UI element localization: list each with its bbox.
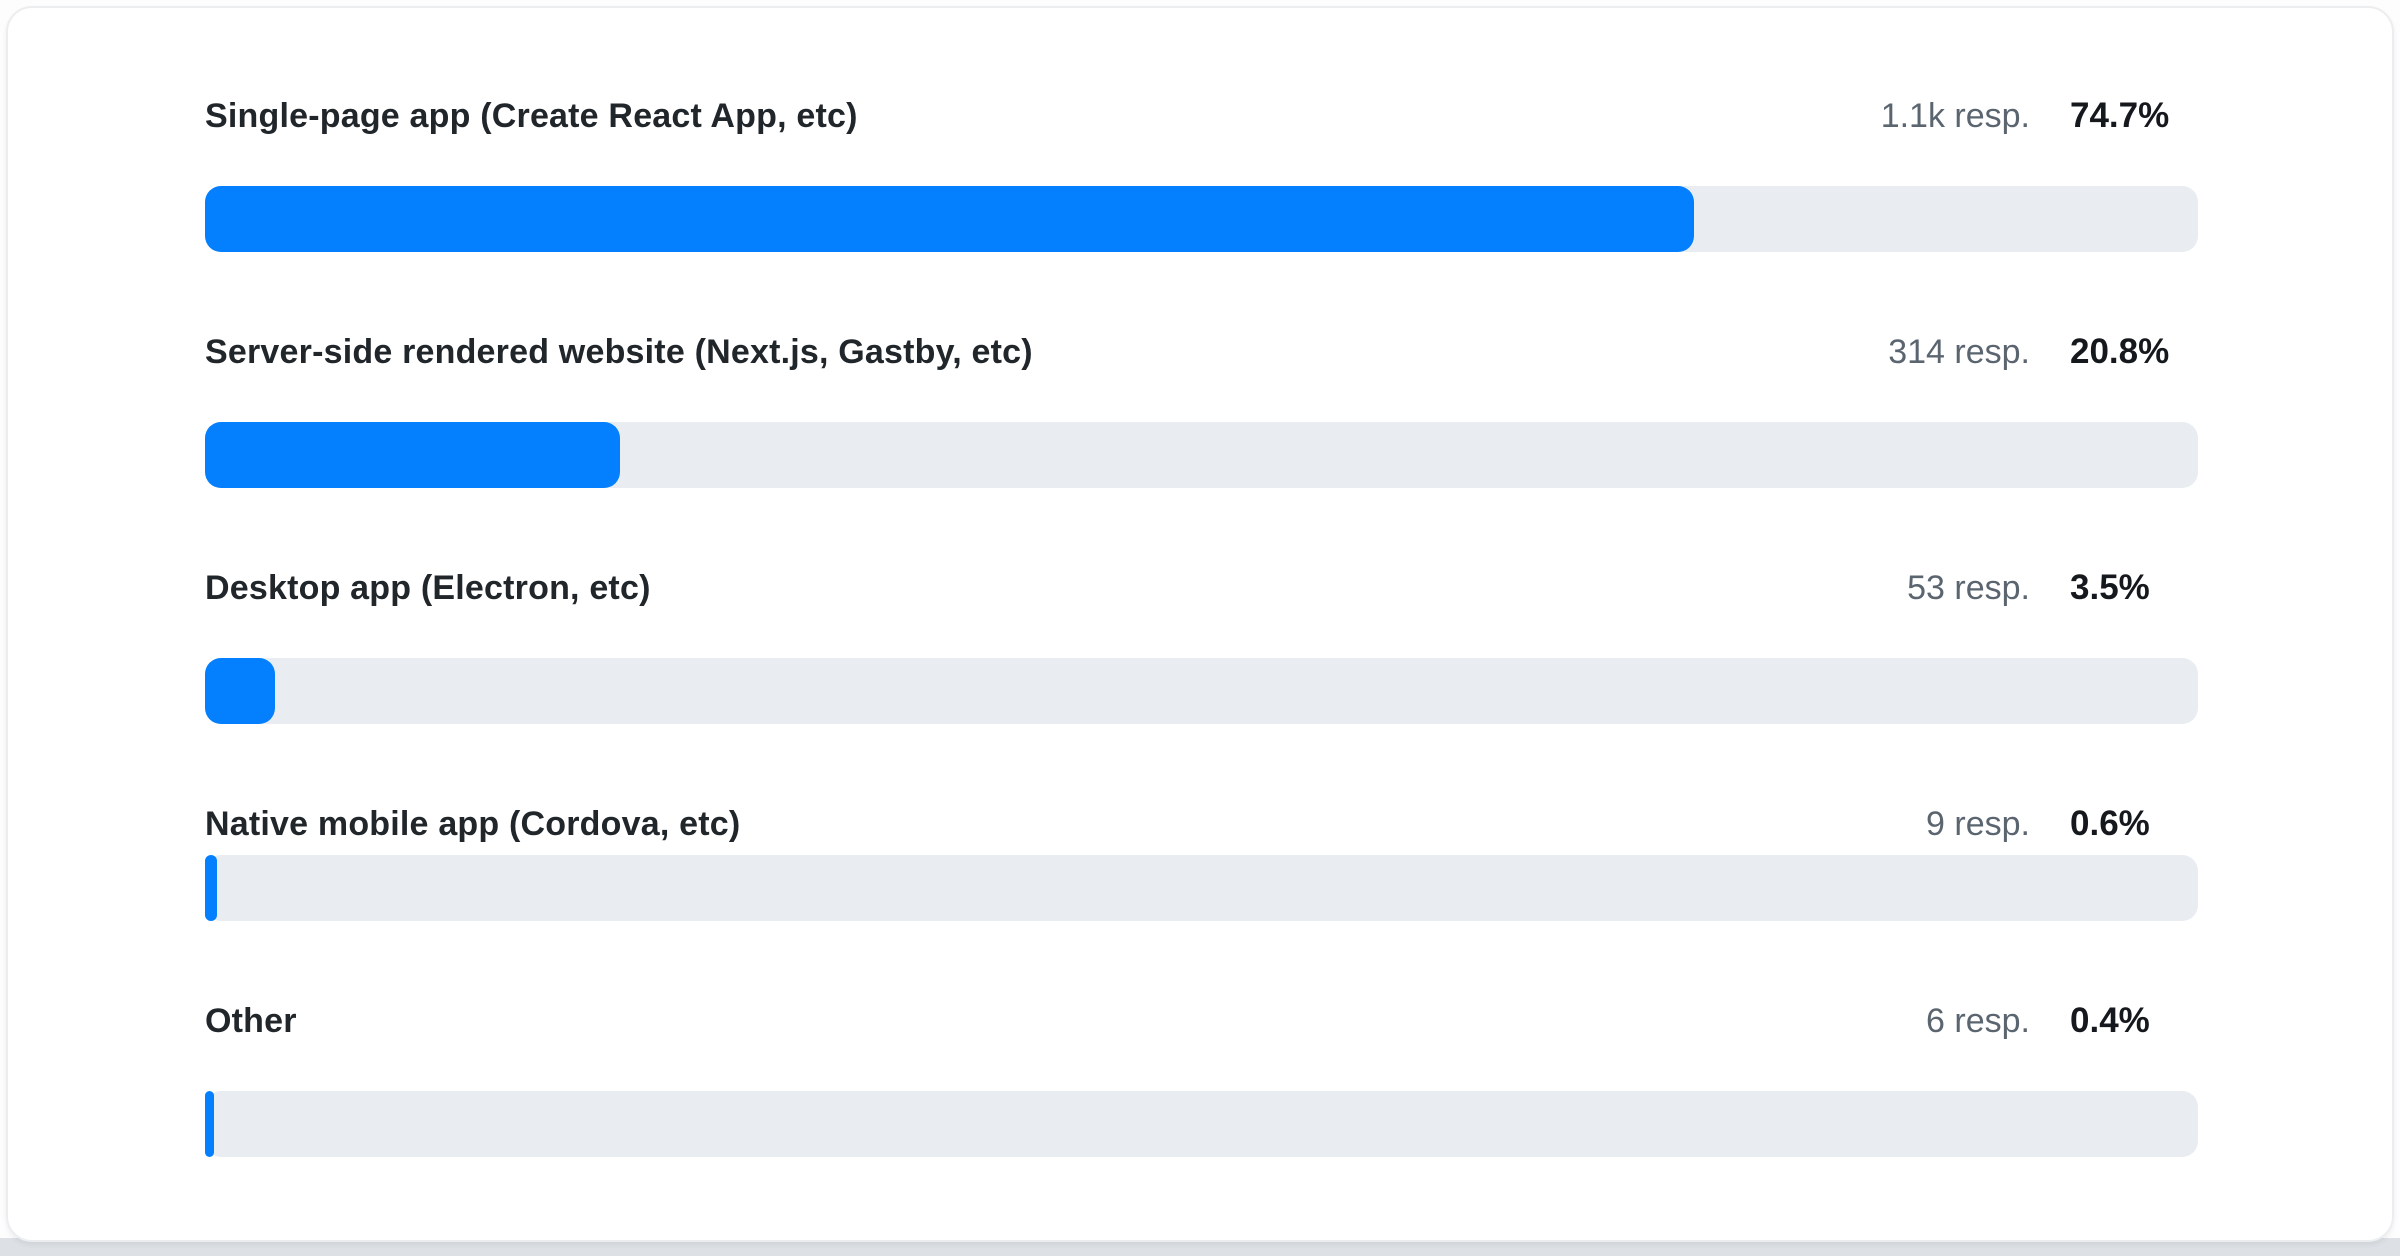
answer-row-header: Server-side rendered website (Next.js, G…: [205, 325, 2198, 379]
survey-results-card: Single-page app (Create React App, etc) …: [6, 6, 2394, 1242]
response-count: 1.1k resp.: [1880, 97, 2030, 135]
answer-row-header: Other 6 resp. 0.4%: [205, 994, 2198, 1048]
bar-fill: [205, 658, 275, 724]
percent-value: 74.7%: [2070, 96, 2170, 135]
bar-fill: [205, 855, 217, 921]
percent-value: 0.4%: [2070, 1001, 2150, 1040]
bar-track: [205, 1091, 2198, 1157]
answer-label: Server-side rendered website (Next.js, G…: [205, 333, 1033, 371]
response-count: 314 resp.: [1888, 333, 2030, 371]
answer-row-header: Single-page app (Create React App, etc) …: [205, 89, 2198, 143]
percent-value: 0.6%: [2070, 804, 2150, 843]
answer-rows: Single-page app (Create React App, etc) …: [205, 89, 2198, 1157]
percent-value: 3.5%: [2070, 568, 2150, 607]
bar-track: [205, 855, 2198, 921]
answer-row: Desktop app (Electron, etc) 53 resp. 3.5…: [205, 561, 2198, 724]
response-count: 53 resp.: [1907, 569, 2030, 607]
bar-fill: [205, 422, 620, 488]
answer-row-header: Desktop app (Electron, etc) 53 resp. 3.5…: [205, 561, 2198, 615]
answer-label: Other: [205, 1002, 297, 1040]
response-count: 6 resp.: [1926, 1002, 2030, 1040]
bar-track: [205, 658, 2198, 724]
bar-track: [205, 422, 2198, 488]
answer-row: Server-side rendered website (Next.js, G…: [205, 325, 2198, 488]
answer-label: Native mobile app (Cordova, etc): [205, 805, 741, 843]
answer-row: Single-page app (Create React App, etc) …: [205, 89, 2198, 252]
response-count: 9 resp.: [1926, 805, 2030, 843]
bar-fill: [205, 1091, 214, 1157]
answer-label: Desktop app (Electron, etc): [205, 569, 651, 607]
bar-track: [205, 186, 2198, 252]
percent-value: 20.8%: [2070, 332, 2170, 371]
bar-fill: [205, 186, 1694, 252]
answer-label: Single-page app (Create React App, etc): [205, 97, 858, 135]
answer-row: Native mobile app (Cordova, etc) 9 resp.…: [205, 797, 2198, 921]
answer-row-header: Native mobile app (Cordova, etc) 9 resp.…: [205, 797, 2198, 851]
answer-row: Other 6 resp. 0.4%: [205, 994, 2198, 1157]
